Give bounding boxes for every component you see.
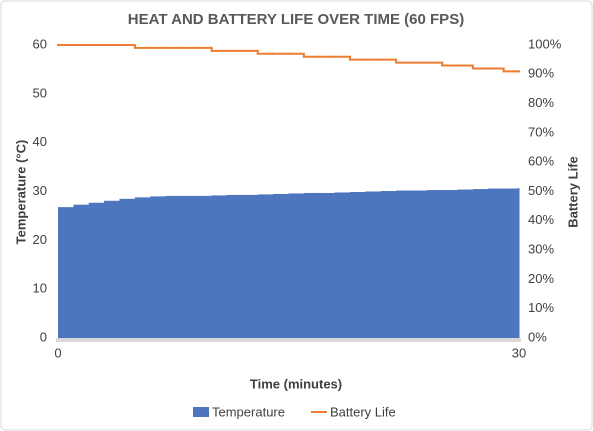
y-tick-label: 20 — [33, 232, 47, 247]
area-step — [518, 188, 520, 338]
area-step — [165, 195, 182, 338]
area-step — [104, 200, 120, 338]
x-tick-label: 30 — [512, 345, 526, 360]
area-step — [119, 198, 136, 338]
area-step — [457, 189, 474, 338]
y2-tick-label: 80% — [528, 95, 554, 110]
y-tick-label: 30 — [33, 183, 47, 198]
area-step — [303, 192, 320, 338]
area-step — [319, 192, 336, 338]
y2-tick-label: 30% — [528, 242, 554, 257]
area-step — [503, 188, 520, 338]
area-step — [273, 193, 289, 338]
area-step — [380, 191, 397, 338]
area-step — [58, 207, 74, 338]
area-step — [288, 193, 305, 338]
y-axis-title: Temperature (°C) — [13, 140, 28, 245]
legend-label: Temperature — [212, 404, 285, 419]
legend-label: Battery Life — [330, 404, 396, 419]
legend-swatch — [193, 407, 209, 417]
y2-tick-label: 50% — [528, 183, 554, 198]
y-tick-label: 50 — [33, 85, 47, 100]
area-step — [365, 191, 382, 338]
y2-tick-label: 90% — [528, 66, 554, 81]
y-tick-label: 10 — [33, 281, 47, 296]
y2-tick-label: 70% — [528, 124, 554, 139]
area-step — [180, 195, 197, 338]
y2-axis-title: Battery Life — [565, 156, 580, 228]
y2-tick-label: 60% — [528, 154, 554, 169]
y2-tick-label: 20% — [528, 271, 554, 286]
area-step — [334, 192, 351, 338]
area-step — [227, 194, 243, 338]
area-step — [426, 190, 443, 338]
y2-tick-label: 40% — [528, 212, 554, 227]
area-step — [396, 190, 412, 338]
area-step — [134, 197, 151, 338]
area-step — [349, 191, 366, 338]
area-step — [411, 190, 428, 338]
area-step — [196, 195, 213, 338]
area-step — [211, 195, 228, 338]
area-step — [488, 188, 505, 338]
x-tick-label: 0 — [54, 345, 61, 360]
y-tick-label: 60 — [33, 36, 47, 51]
y-tick-label: 40 — [33, 134, 47, 149]
area-step — [257, 194, 274, 338]
y2-tick-label: 10% — [528, 300, 554, 315]
y2-tick-label: 100% — [528, 36, 562, 51]
area-step — [88, 202, 105, 338]
y-tick-label: 0 — [40, 329, 47, 344]
area-step — [472, 189, 489, 338]
y2-tick-label: 0% — [528, 329, 547, 344]
chart-title: HEAT AND BATTERY LIFE OVER TIME (60 FPS) — [128, 11, 464, 28]
area-step — [442, 190, 459, 338]
x-axis-title: Time (minutes) — [250, 376, 342, 391]
area-step — [242, 194, 259, 338]
area-step — [73, 204, 90, 338]
area-step — [150, 196, 167, 338]
x-axis-line — [56, 338, 521, 342]
